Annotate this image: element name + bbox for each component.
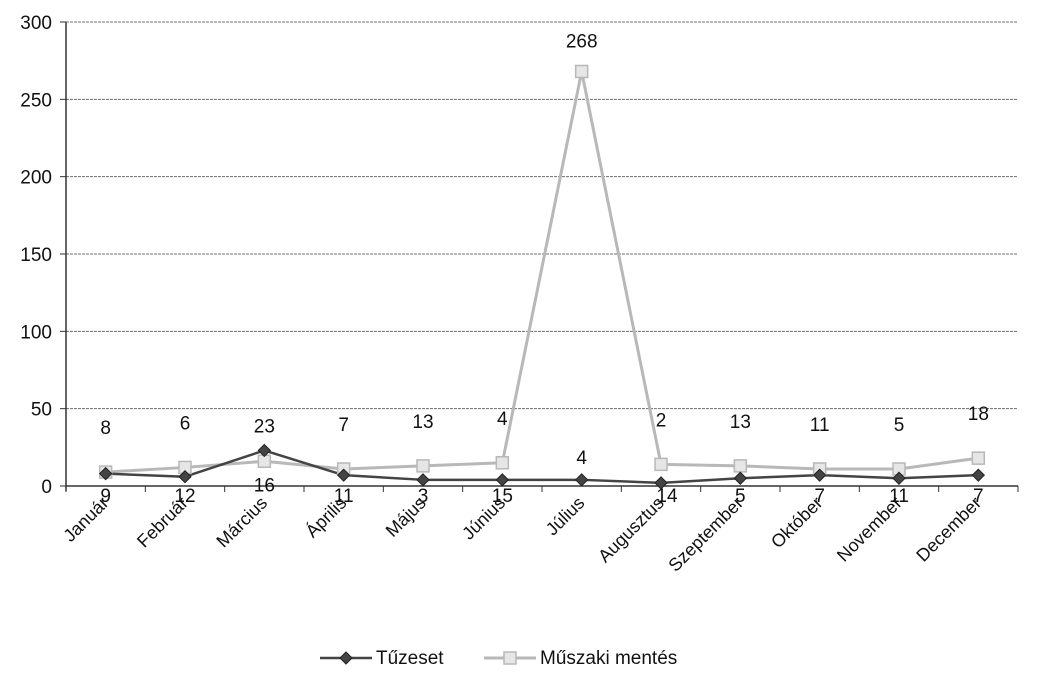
legend-marker-muszaki-mentes (503, 651, 517, 665)
x-tick-label: Március (212, 493, 271, 552)
data-label-tuzeset: 3 (418, 486, 429, 507)
data-label-muszaki-mentes: 11 (810, 415, 830, 436)
data-point-tuzeset (495, 473, 510, 487)
data-point-tuzeset (892, 471, 906, 485)
data-label-tuzeset: 11 (334, 486, 354, 507)
data-label-muszaki-mentes: 8 (100, 418, 111, 439)
y-tick-label: 200 (20, 168, 52, 189)
data-label-tuzeset: 15 (492, 486, 513, 507)
data-label-tuzeset: 9 (100, 486, 111, 507)
data-point-tuzeset (257, 443, 272, 458)
data-point-tuzeset (812, 468, 827, 482)
x-tick-label: Július (542, 493, 589, 540)
data-point-tuzeset (733, 471, 748, 485)
data-point-tuzeset (178, 470, 192, 484)
data-label-tuzeset: 4 (576, 448, 587, 469)
data-point-muszaki-mentes (733, 459, 748, 473)
data-label-tuzeset: 7 (814, 486, 825, 507)
data-label-muszaki-mentes: 4 (497, 409, 508, 430)
data-label-tuzeset: 14 (656, 486, 678, 507)
data-point-tuzeset (574, 473, 589, 487)
data-label-muszaki-mentes: 268 (566, 31, 598, 52)
data-label-tuzeset: 7 (973, 486, 984, 507)
legend-label-muszaki-mentes: Műszaki mentés (540, 648, 677, 669)
y-tick-label: 250 (20, 90, 52, 111)
series-line-muszaki-mentes (105, 69, 979, 474)
y-tick-label: 0 (41, 477, 52, 498)
data-label-tuzeset: 11 (889, 486, 909, 507)
data-point-muszaki-mentes (416, 459, 430, 473)
data-label-muszaki-mentes: 2 (656, 410, 667, 431)
data-label-muszaki-mentes: 6 (180, 413, 191, 434)
data-label-muszaki-mentes: 23 (254, 416, 275, 437)
y-tick-label: 300 (20, 13, 52, 34)
data-point-muszaki-mentes (971, 451, 986, 465)
y-tick-label: 150 (20, 245, 52, 266)
data-label-muszaki-mentes: 7 (338, 415, 349, 436)
data-point-muszaki-mentes (495, 456, 510, 470)
legend-marker-tuzeset (339, 651, 353, 665)
data-label-muszaki-mentes: 13 (730, 412, 751, 433)
data-label-tuzeset: 16 (254, 475, 275, 496)
data-label-muszaki-mentes: 13 (412, 412, 433, 433)
data-label-tuzeset: 12 (174, 486, 195, 507)
data-point-tuzeset (98, 466, 113, 481)
data-point-muszaki-mentes (574, 64, 589, 79)
y-tick-label: 100 (20, 322, 52, 343)
data-label-tuzeset: 5 (735, 486, 746, 507)
series-line-tuzeset (105, 449, 979, 485)
data-point-muszaki-mentes (654, 457, 668, 472)
data-point-tuzeset (416, 473, 430, 487)
y-tick-label: 50 (31, 400, 52, 421)
legend-label-tuzeset: Tűzeset (376, 648, 444, 669)
data-point-tuzeset (654, 476, 668, 490)
data-label-muszaki-mentes: 5 (894, 415, 905, 436)
data-label-muszaki-mentes: 18 (968, 404, 989, 425)
data-point-tuzeset (971, 468, 986, 482)
data-point-tuzeset (336, 468, 351, 482)
